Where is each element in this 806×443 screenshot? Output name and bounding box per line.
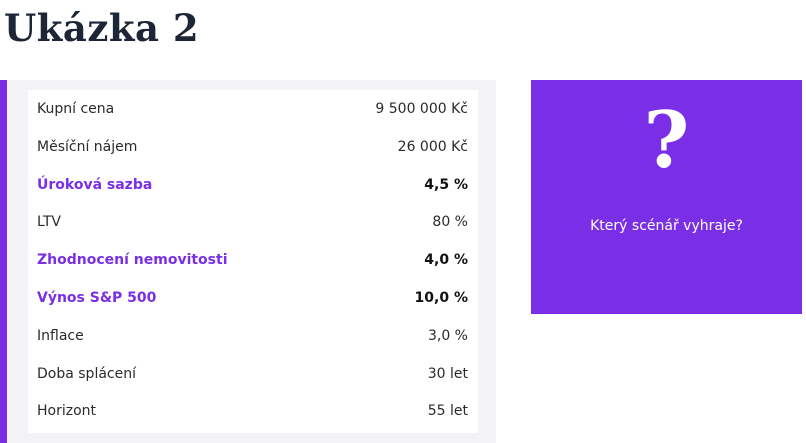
row-value: 55 let bbox=[427, 403, 468, 420]
question-mark: ? bbox=[643, 95, 690, 186]
parameter-table: Kupní cena 9 500 000 Kč Měsíční nájem 26 00… bbox=[28, 90, 478, 433]
row-value: 10,0 % bbox=[414, 290, 468, 306]
row-label: Inflace bbox=[37, 327, 84, 344]
table-row: Výnos S&P 500 10,0 % bbox=[28, 279, 478, 317]
table-row: Zhodnocení nemovitosti 4,0 % bbox=[28, 241, 478, 279]
row-label: Horizont bbox=[37, 403, 97, 420]
table-row: Inflace 3,0 % bbox=[28, 317, 478, 355]
row-value: 26 000 Kč bbox=[397, 138, 468, 155]
table-row: Kupní cena 9 500 000 Kč bbox=[28, 90, 478, 128]
row-label: Výnos S&P 500 bbox=[37, 290, 157, 306]
row-label: Zhodnocení nemovitosti bbox=[37, 252, 228, 269]
row-label: Úroková sazba bbox=[37, 176, 153, 193]
row-label: LTV bbox=[37, 214, 62, 231]
question-text: Který scénář vyhraje? bbox=[590, 218, 743, 234]
row-value: 4,0 % bbox=[424, 252, 468, 269]
row-value: 4,5 % bbox=[424, 176, 468, 193]
table-row: Horizont 55 let bbox=[28, 392, 478, 430]
slide-title: Ukázka 2 bbox=[4, 6, 200, 50]
row-value: 30 let bbox=[427, 365, 468, 382]
table-row: Měsíční nájem 26 000 Kč bbox=[28, 128, 478, 166]
table-row: Úroková sazba 4,5 % bbox=[28, 166, 478, 204]
row-label: Kupní cena bbox=[37, 101, 115, 117]
row-label: Měsíční nájem bbox=[37, 138, 138, 155]
question-card: ? Který scénář vyhraje? bbox=[531, 80, 802, 314]
row-label: Doba splácení bbox=[37, 365, 136, 382]
row-value: 3,0 % bbox=[427, 327, 468, 344]
table-row: Doba splácení 30 let bbox=[28, 355, 478, 393]
row-value: 80 % bbox=[432, 214, 468, 231]
table-row: LTV 80 % bbox=[28, 203, 478, 241]
row-value: 9 500 000 Kč bbox=[375, 101, 468, 117]
